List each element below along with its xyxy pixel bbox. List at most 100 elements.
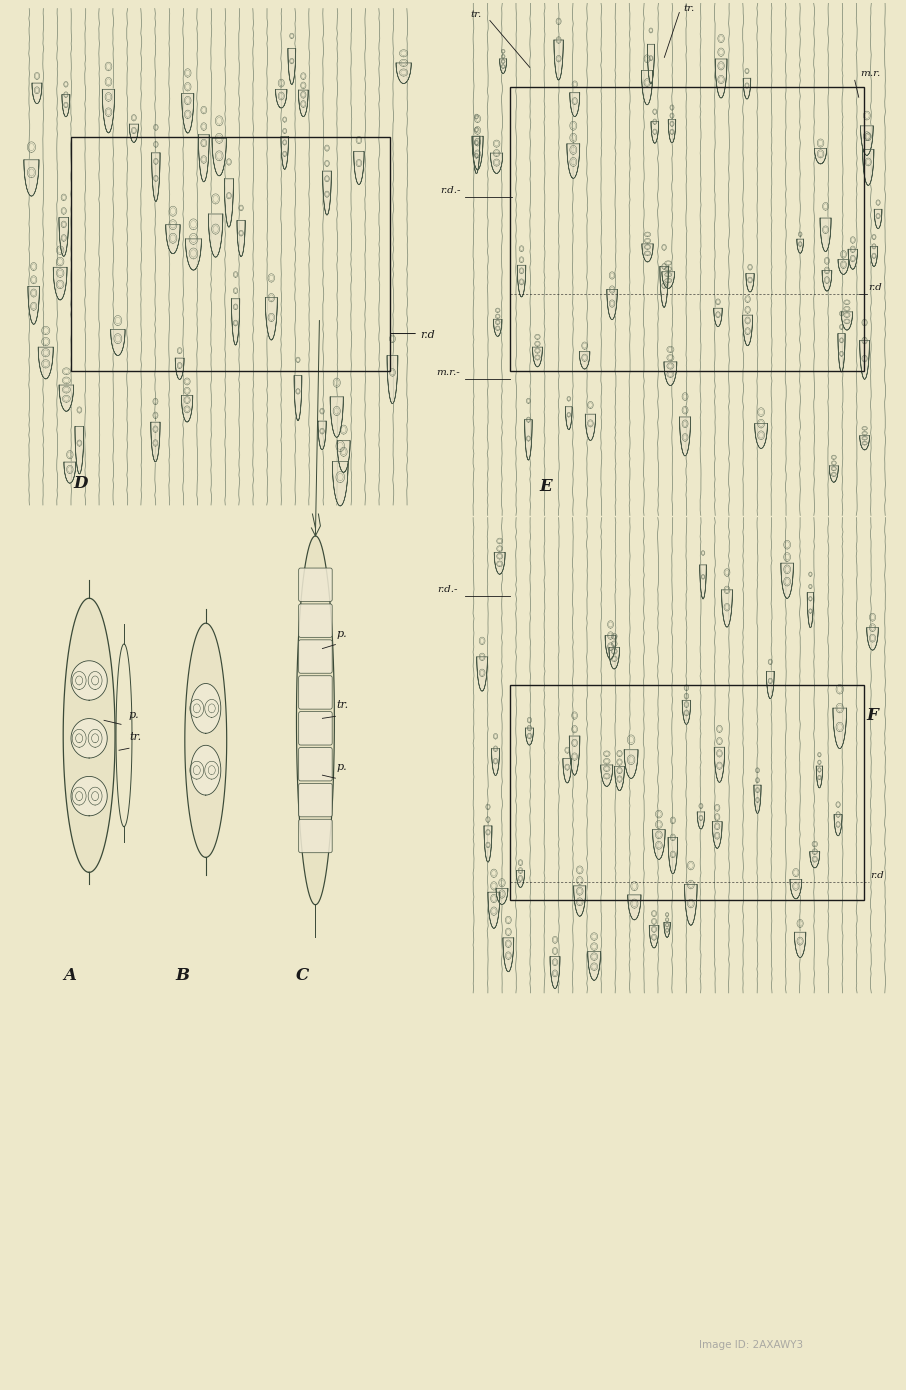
Polygon shape bbox=[185, 623, 226, 858]
Polygon shape bbox=[24, 160, 39, 196]
Polygon shape bbox=[102, 89, 115, 133]
Polygon shape bbox=[71, 719, 107, 758]
Polygon shape bbox=[565, 407, 572, 430]
Polygon shape bbox=[871, 246, 878, 267]
Polygon shape bbox=[743, 78, 751, 99]
FancyBboxPatch shape bbox=[299, 603, 333, 638]
Polygon shape bbox=[838, 334, 845, 373]
Polygon shape bbox=[746, 274, 754, 292]
Polygon shape bbox=[715, 58, 727, 97]
Polygon shape bbox=[554, 40, 564, 81]
Polygon shape bbox=[833, 708, 846, 749]
Polygon shape bbox=[333, 461, 348, 506]
Polygon shape bbox=[181, 395, 193, 423]
Polygon shape bbox=[130, 124, 139, 142]
Polygon shape bbox=[71, 777, 107, 816]
Polygon shape bbox=[766, 671, 774, 699]
Polygon shape bbox=[503, 938, 514, 972]
Polygon shape bbox=[495, 552, 505, 574]
Polygon shape bbox=[32, 83, 42, 104]
Polygon shape bbox=[71, 660, 107, 701]
Polygon shape bbox=[838, 260, 849, 274]
Polygon shape bbox=[860, 341, 870, 379]
Polygon shape bbox=[664, 923, 670, 937]
Text: C: C bbox=[295, 966, 309, 984]
Polygon shape bbox=[38, 348, 53, 379]
Text: F: F bbox=[867, 708, 879, 724]
Polygon shape bbox=[488, 892, 500, 929]
Polygon shape bbox=[231, 299, 240, 345]
Text: A: A bbox=[63, 966, 76, 984]
Polygon shape bbox=[494, 320, 502, 336]
Polygon shape bbox=[664, 361, 677, 385]
Polygon shape bbox=[190, 745, 221, 795]
Polygon shape bbox=[53, 267, 67, 300]
Bar bbox=[510, 685, 863, 899]
Polygon shape bbox=[863, 149, 874, 185]
Polygon shape bbox=[533, 348, 543, 367]
Polygon shape bbox=[212, 139, 226, 175]
Polygon shape bbox=[75, 427, 84, 474]
Polygon shape bbox=[651, 122, 659, 143]
Polygon shape bbox=[298, 90, 308, 117]
FancyBboxPatch shape bbox=[299, 569, 333, 602]
Bar bbox=[510, 88, 863, 371]
Polygon shape bbox=[59, 218, 69, 256]
Polygon shape bbox=[585, 414, 595, 441]
Polygon shape bbox=[525, 728, 534, 745]
Polygon shape bbox=[563, 759, 572, 783]
Polygon shape bbox=[570, 93, 580, 117]
Text: tr.: tr. bbox=[129, 733, 141, 742]
Text: r.d: r.d bbox=[871, 872, 884, 880]
Polygon shape bbox=[63, 598, 115, 873]
Polygon shape bbox=[755, 424, 767, 449]
Polygon shape bbox=[867, 628, 878, 651]
Polygon shape bbox=[607, 289, 617, 320]
Text: r.d: r.d bbox=[420, 329, 435, 339]
Polygon shape bbox=[496, 888, 508, 905]
Polygon shape bbox=[834, 815, 842, 835]
Polygon shape bbox=[288, 49, 295, 85]
Polygon shape bbox=[111, 329, 125, 356]
Polygon shape bbox=[186, 239, 201, 270]
FancyBboxPatch shape bbox=[299, 748, 333, 781]
Polygon shape bbox=[668, 837, 678, 874]
Polygon shape bbox=[614, 766, 624, 791]
Polygon shape bbox=[281, 136, 288, 170]
Text: m.r.: m.r. bbox=[861, 70, 881, 78]
Polygon shape bbox=[318, 421, 326, 449]
Polygon shape bbox=[396, 63, 411, 83]
Text: m.r.-: m.r.- bbox=[436, 368, 460, 378]
Polygon shape bbox=[59, 385, 73, 411]
FancyBboxPatch shape bbox=[299, 639, 333, 673]
Polygon shape bbox=[797, 239, 804, 253]
Text: B: B bbox=[176, 966, 190, 984]
Polygon shape bbox=[175, 359, 184, 379]
Polygon shape bbox=[567, 143, 580, 178]
Polygon shape bbox=[151, 153, 160, 202]
Polygon shape bbox=[323, 171, 332, 215]
Polygon shape bbox=[669, 120, 676, 143]
Polygon shape bbox=[605, 635, 616, 659]
Polygon shape bbox=[190, 684, 221, 734]
Polygon shape bbox=[721, 589, 732, 627]
Text: E: E bbox=[540, 478, 553, 495]
Text: D: D bbox=[73, 475, 88, 492]
Polygon shape bbox=[28, 286, 40, 324]
Polygon shape bbox=[680, 417, 690, 456]
FancyBboxPatch shape bbox=[299, 676, 333, 709]
Text: tr.: tr. bbox=[470, 10, 481, 18]
Polygon shape bbox=[517, 265, 525, 297]
Polygon shape bbox=[781, 563, 794, 598]
Text: tr.: tr. bbox=[683, 4, 695, 13]
Polygon shape bbox=[820, 218, 831, 252]
Text: tr.: tr. bbox=[336, 701, 349, 710]
Polygon shape bbox=[874, 210, 882, 228]
Polygon shape bbox=[569, 737, 580, 776]
Polygon shape bbox=[579, 352, 590, 368]
FancyBboxPatch shape bbox=[299, 784, 333, 817]
Polygon shape bbox=[714, 748, 725, 783]
Polygon shape bbox=[743, 316, 753, 346]
Polygon shape bbox=[150, 423, 160, 461]
Polygon shape bbox=[609, 648, 620, 669]
